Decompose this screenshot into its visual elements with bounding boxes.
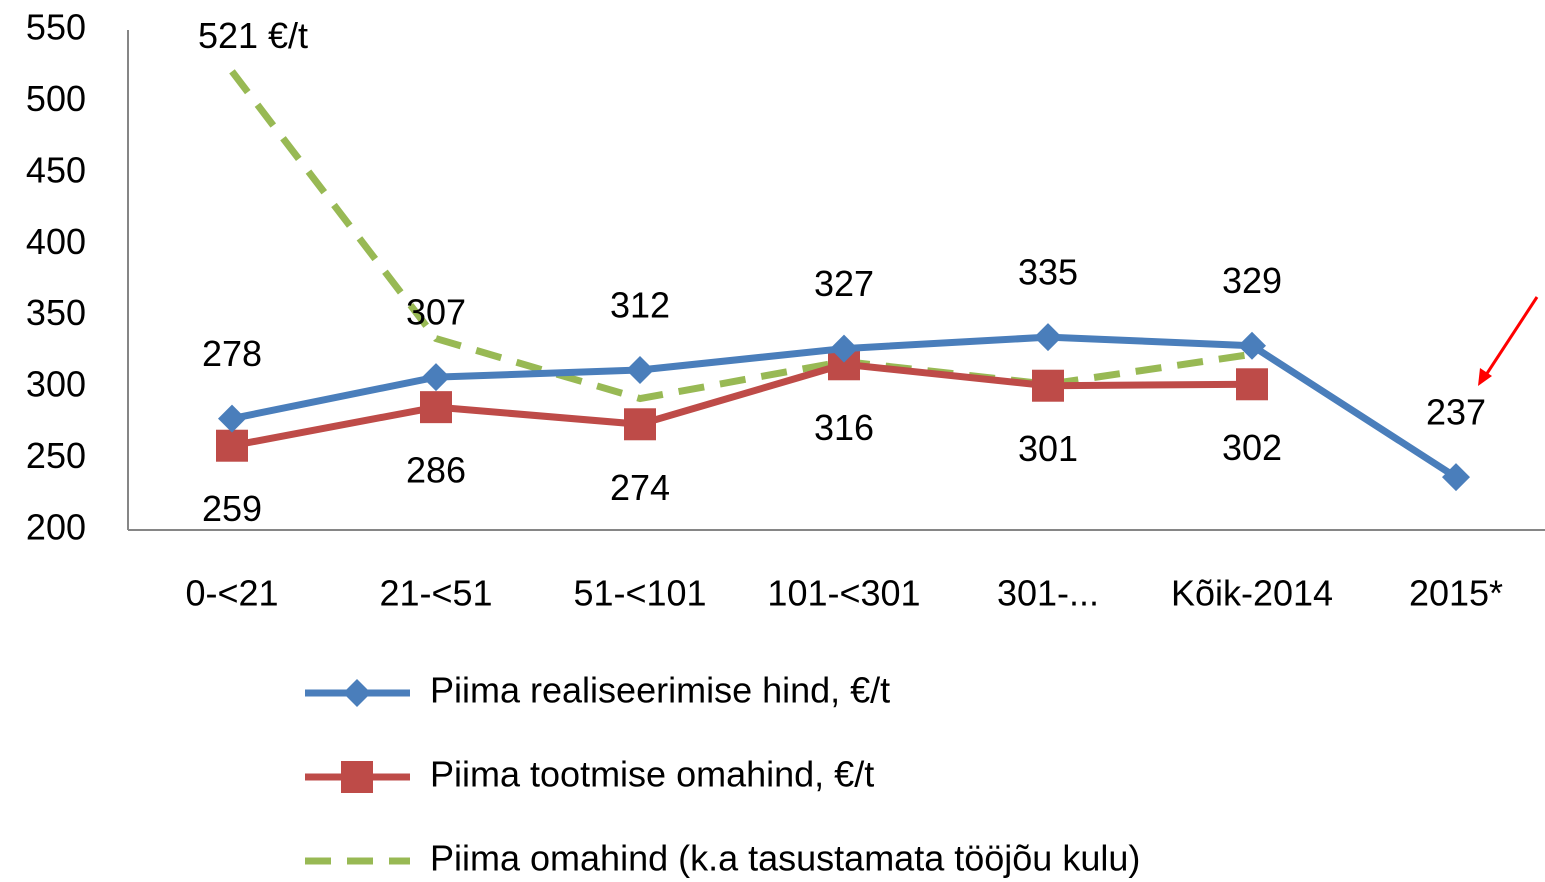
point [1034,323,1062,352]
data-label: 329 [1222,260,1282,301]
data-label: 301 [1018,428,1078,469]
legend-marker [341,761,373,793]
data-label: 278 [202,333,262,374]
x-tick-label: 301-... [997,573,1099,614]
point [218,404,246,433]
y-tick-label: 450 [26,149,86,190]
point [626,356,654,384]
legend-label: Piima tootmise omahind, €/t [430,754,874,795]
point [1236,368,1268,401]
data-label: 335 [1018,252,1078,293]
data-label: 237 [1426,392,1486,433]
data-label: 327 [814,263,874,304]
point [1238,331,1266,360]
x-tick-label: 101-<301 [767,573,920,614]
data-label: 316 [814,407,874,448]
point [422,363,450,392]
legend-marker [343,679,371,707]
point [830,334,858,363]
legend-label: Piima realiseerimise hind, €/t [430,670,890,711]
annotation-arrow [1482,296,1539,379]
x-tick-label: 2015* [1409,573,1503,614]
y-tick-label: 250 [26,435,86,476]
y-tick-label: 350 [26,292,86,333]
x-tick-label: 51-<101 [573,573,706,614]
annotation-arrowhead [1478,368,1492,386]
data-label: 312 [610,285,670,326]
y-tick-label: 200 [26,507,86,548]
data-label: 286 [406,450,466,491]
data-label: 307 [406,292,466,333]
x-tick-label: Kõik-2014 [1171,573,1333,614]
data-label: 521 €/t [198,15,308,56]
data-label: 274 [610,467,670,508]
y-tick-label: 550 [26,7,86,48]
point [1442,463,1470,492]
series-line [229,69,1253,403]
point [216,429,248,462]
point [624,408,656,441]
series-line [231,360,1253,450]
y-tick-label: 500 [26,78,86,119]
x-tick-label: 21-<51 [379,573,492,614]
legend-label: Piima omahind (k.a tasustamata tööjõu ku… [430,838,1140,879]
y-tick-label: 400 [26,221,86,262]
x-tick-label: 0-<21 [185,573,278,614]
point [1032,369,1064,402]
point [420,391,452,424]
data-label: 302 [1222,427,1282,468]
y-tick-label: 300 [26,364,86,405]
data-label: 259 [202,488,262,529]
